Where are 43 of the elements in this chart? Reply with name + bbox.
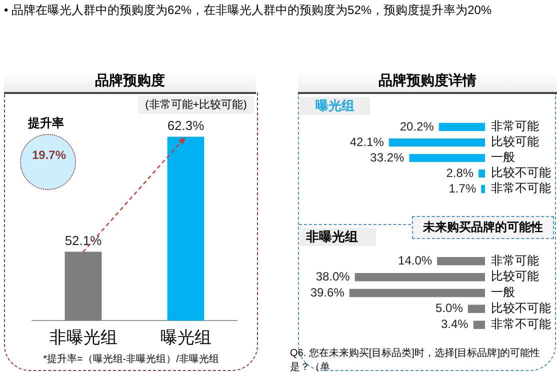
y-tick-label: 非常可能: [491, 253, 539, 268]
data-label: 42.1%: [350, 134, 384, 149]
chart-subtitle: 曝光组: [300, 97, 370, 115]
y-tick-label: 比较不可能: [491, 166, 551, 180]
bar: [481, 185, 485, 194]
data-label: 14.0%: [398, 253, 432, 268]
data-label: 62.3%: [167, 118, 205, 133]
data-label: 33.2%: [370, 150, 405, 164]
data-label: 39.6%: [310, 285, 345, 300]
bar: [388, 138, 485, 147]
chart-subtitle: (非常可能+比较可能): [138, 96, 254, 114]
bar: [468, 304, 485, 314]
data-label: 2.8%: [446, 166, 474, 180]
y-tick-label: 非常可能: [491, 119, 539, 134]
y-tick-label: 一般: [491, 285, 515, 300]
data-label: 38.0%: [316, 269, 350, 284]
bar: [354, 272, 485, 282]
data-label: 52.1%: [64, 232, 102, 248]
bar: [478, 169, 485, 178]
data-label: 5.0%: [436, 301, 464, 316]
y-tick-label: 一般: [491, 150, 515, 164]
y-tick-label: 非常不可能: [491, 316, 551, 331]
y-tick-label: 比较不可能: [491, 301, 551, 316]
chart-title: 非曝光组: [300, 228, 376, 246]
y-tick-label: 非常不可能: [491, 181, 551, 196]
bar: [409, 154, 485, 162]
text: • 品牌在曝光人群中的预购度为62%，在非曝光人群中的预购度为52%，预购度提升率为20%: [4, 2, 493, 19]
data-label: 20.2%: [400, 119, 434, 134]
chart-title: 品牌预购度详情: [298, 72, 557, 94]
y-tick-label: 比较可能: [491, 134, 539, 149]
bar: [437, 257, 485, 266]
text: Q6. 您在未来购买[目标品类]时，选择[目标品牌]的可能性是？（单: [290, 346, 542, 373]
text: 未来购买品牌的可能性: [412, 216, 554, 239]
y-tick-label: 比较可能: [491, 269, 539, 284]
annotation: 19.7%: [30, 148, 68, 162]
bar: [473, 320, 485, 329]
chart-title: 品牌预购度: [4, 72, 256, 94]
annotation: 提升率: [28, 115, 65, 132]
text: *提升率=（曝光组-非曝光组）/非曝光组: [42, 352, 220, 366]
bar: [349, 288, 485, 298]
data-label: 1.7%: [448, 181, 476, 196]
bar: [438, 122, 485, 131]
data-label: 3.4%: [440, 317, 469, 332]
